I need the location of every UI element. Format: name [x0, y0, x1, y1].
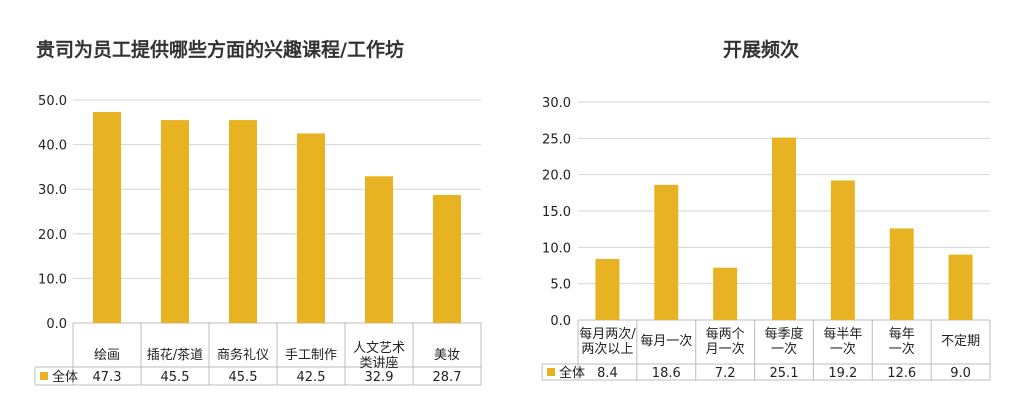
category-label: 人文艺术类讲座 — [353, 341, 405, 371]
y-tick-label: 25.0 — [542, 132, 571, 147]
data-label: 9.0 — [950, 366, 971, 381]
category-label: 每季度一次 — [764, 326, 803, 357]
data-label: 28.7 — [433, 370, 462, 385]
bar — [93, 112, 121, 324]
category-label: 每半年一次 — [823, 326, 862, 357]
y-tick-label: 30.0 — [542, 96, 571, 111]
y-tick-label: 50.0 — [38, 94, 67, 109]
chart-title: 开展频次 — [723, 39, 800, 61]
chart-title: 贵司为员工提供哪些方面的兴趣课程/工作坊 — [36, 39, 404, 61]
bar — [365, 176, 393, 323]
data-label: 8.4 — [597, 366, 618, 381]
data-label: 12.6 — [887, 366, 916, 381]
data-label: 32.9 — [365, 370, 394, 385]
bar — [889, 228, 914, 320]
legend-swatch — [40, 372, 48, 380]
category-label: 每两个月一次 — [706, 326, 745, 357]
legend-swatch — [547, 368, 555, 376]
y-tick-label: 20.0 — [542, 169, 571, 184]
category-label: 不定期 — [941, 334, 980, 349]
bar — [772, 137, 796, 320]
y-tick-label: 0.0 — [46, 317, 67, 332]
bar — [654, 184, 679, 320]
data-label: 45.5 — [229, 370, 258, 385]
chart-frequency: 开展频次 0.0 5.0 10.0 15.0 20.0 25.0 30.0 每月两次/两次以上… — [520, 0, 1020, 401]
data-label: 7.2 — [715, 366, 736, 381]
bar — [713, 267, 738, 320]
legend-label: 全体 — [559, 365, 585, 381]
y-tick-label: 15.0 — [542, 205, 571, 220]
y-tick-label: 10.0 — [542, 241, 571, 256]
category-label: 美妆 — [434, 348, 460, 363]
data-label: 25.1 — [770, 366, 799, 381]
category-label: 商务礼仪 — [217, 347, 269, 363]
category-label: 插花/茶道 — [147, 347, 203, 363]
data-label: 42.5 — [297, 370, 326, 385]
data-label: 18.6 — [652, 366, 681, 381]
chart-interest-courses: 贵司为员工提供哪些方面的兴趣课程/工作坊 0.0 10.0 20.0 30.0 40.0… — [0, 0, 500, 401]
bar — [161, 120, 189, 323]
y-tick-label: 10.0 — [38, 272, 67, 287]
category-label: 每月两次/两次以上 — [579, 326, 636, 357]
bar — [229, 120, 257, 323]
data-label: 45.5 — [161, 370, 190, 385]
y-tick-label: 5.0 — [550, 278, 571, 293]
chart-frequency-plot: 0.0 5.0 10.0 15.0 20.0 25.0 30.0 每月两次/两次以上 8.4 每月… — [541, 96, 991, 381]
data-label: 19.2 — [828, 366, 857, 381]
bar — [297, 133, 325, 323]
bar — [433, 194, 461, 323]
bar — [830, 180, 855, 320]
category-label: 手工制作 — [285, 348, 337, 363]
bar — [948, 254, 973, 320]
category-label: 每月一次 — [640, 333, 692, 349]
y-tick-label: 30.0 — [38, 183, 67, 198]
y-tick-label: 40.0 — [38, 139, 67, 154]
legend-label: 全体 — [52, 369, 78, 385]
bar — [595, 258, 620, 320]
data-label: 47.3 — [93, 370, 122, 385]
y-tick-label: 20.0 — [38, 228, 67, 243]
y-tick-label: 0.0 — [550, 314, 571, 329]
category-label: 每年一次 — [889, 326, 915, 357]
category-label: 绘画 — [94, 348, 120, 363]
chart-interest-courses-plot: 0.0 10.0 20.0 30.0 40.0 50.0 绘画 47.3 插花/茶道 45.5 商务… — [34, 94, 482, 386]
